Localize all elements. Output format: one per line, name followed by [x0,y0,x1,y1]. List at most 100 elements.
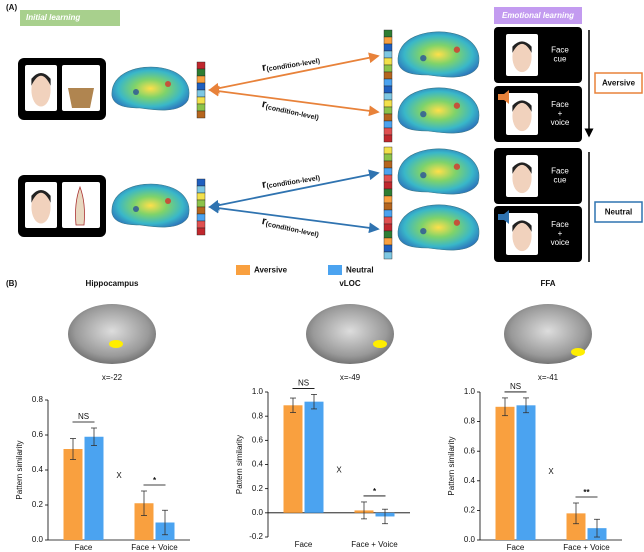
brain-spot [453,102,461,109]
pattern-cell [383,237,393,246]
hair [512,41,532,53]
pattern-cell [196,110,206,119]
pattern-cell [196,75,206,84]
pattern-cell [383,244,393,253]
brain [397,148,480,195]
panel-b: (B) Hippocampus x=-22 0.0 0.2 0.4 0.6 0.8 Patter… [6,279,622,552]
panel-a: (A)Initial learning Emotional learningr(c… [6,3,643,275]
arrow [208,169,380,211]
pattern-cell [383,174,393,183]
bar [516,405,536,540]
mri-slice [68,304,156,364]
pattern-cell [196,213,206,222]
pattern-cell [383,106,393,115]
pattern-cell [196,61,206,70]
pattern-cell [196,82,206,91]
arrow [208,52,380,94]
pattern-cell [383,195,393,204]
mri-slice [504,304,592,364]
condition-text: Face [551,220,569,229]
x-tick-label: Face + Voice [131,543,178,552]
pattern-cell [383,153,393,162]
condition-text: + [558,109,563,118]
bar [495,406,515,540]
slice-label: x=-49 [340,373,361,382]
pattern-cell [383,50,393,59]
pattern-cell [383,230,393,239]
correlation-label: r(condition-level) [261,170,321,191]
legend-label: Aversive [254,266,288,275]
brain [111,183,190,228]
pattern-cell [383,134,393,143]
correlation-label: r(condition-level) [261,53,321,74]
pattern-cell [383,146,393,155]
brain-spot [165,81,171,87]
condition-tag [594,201,643,223]
brain [397,87,480,134]
face [31,190,51,224]
pattern-cell [196,227,206,236]
y-tick-label: 0.0 [464,535,476,544]
x-tick-label: Face + Voice [563,543,610,552]
x-tick-label: Face [507,543,525,552]
correlation-label: r(condition-level) [261,215,321,239]
r-symbol: r [261,98,268,111]
face [512,41,532,73]
condition-text: voice [551,118,570,127]
pattern-cell [383,43,393,52]
r-symbol: r [261,61,268,74]
pattern-cell [383,209,393,218]
pattern-cell [383,120,393,129]
condition-text: cue [554,55,567,64]
brain [397,31,480,78]
brain-spot [420,171,427,179]
y-tick-label: 0.6 [252,435,264,444]
y-tick-label: 0.8 [32,395,44,404]
pattern-cell [196,89,206,98]
condition-text: + [558,229,563,238]
y-tick-label: 0.2 [464,506,476,515]
pattern-cell [196,103,206,112]
pattern-cell [383,188,393,197]
panel-label: (B) [6,279,17,288]
significance-label: NS [78,412,89,421]
hair [512,162,532,174]
x-tick-label: Face + Voice [351,540,398,549]
bar [304,401,324,513]
chart-title: Hippocampus [86,279,139,288]
roi [571,348,585,356]
pattern-cell [196,68,206,77]
roi [373,340,387,348]
legend-label: Neutral [346,266,374,275]
condition-text: Face [551,46,569,55]
condition-text: voice [551,238,570,247]
condition-text: Face [551,100,569,109]
header: Emotional learning [502,11,574,20]
r-symbol: r [261,215,268,228]
significance-label: NS [510,382,521,391]
face [512,220,532,252]
pattern-cell [383,223,393,232]
chart-title: vLOC [339,279,361,288]
y-tick-label: 0.6 [32,430,44,439]
condition-tag-text: Aversive [602,79,636,88]
pattern-cell [383,85,393,94]
y-tick-label: 1.0 [464,387,476,396]
pattern-cell [383,160,393,169]
brain [397,204,480,251]
x-tick-label: Face [75,543,93,552]
speaker [498,90,509,104]
header-box [494,7,582,24]
pattern-cell [383,64,393,73]
correlation-label: r(condition-level) [261,98,321,122]
y-tick-label: -0.2 [249,532,263,541]
pattern-cell [196,178,206,187]
slice-label: x=-22 [102,373,123,382]
bar [84,436,104,540]
r-subscript: (condition-level) [266,58,320,73]
y-tick-label: 0.0 [32,535,44,544]
pattern-cell [383,36,393,45]
brain-spot [165,198,171,204]
y-tick-label: 0.4 [32,465,44,474]
